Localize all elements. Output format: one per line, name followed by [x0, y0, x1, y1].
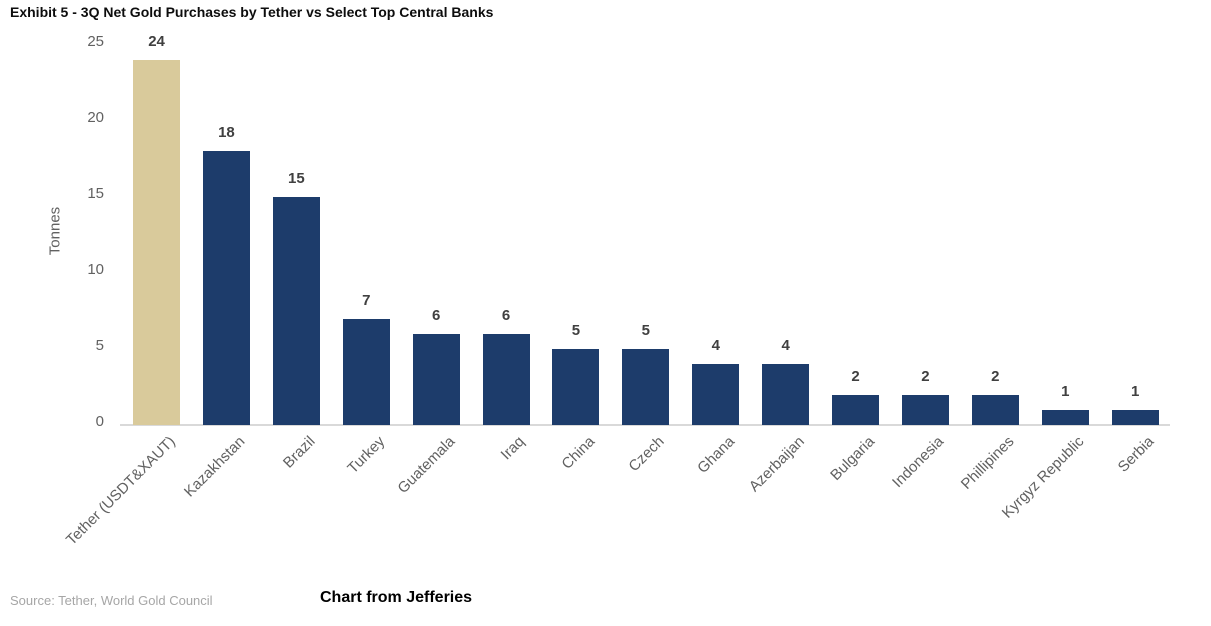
bar-turkey: [342, 318, 390, 425]
bar-iraq: [482, 333, 530, 425]
bar-value-label: 6: [431, 306, 441, 324]
bar-value-label: 24: [148, 33, 165, 51]
bar-serbia: [1111, 409, 1159, 425]
x-axis-tick-label: Azerbaijan: [745, 433, 808, 496]
x-axis-tick-label: Iraq: [497, 433, 529, 464]
bar-china: [552, 349, 600, 425]
bar-kazakhstan: [202, 151, 250, 425]
y-axis-tick-label: 15: [87, 184, 104, 202]
x-axis-tick-label: Phillipines: [957, 433, 1018, 493]
bar-tether-usdt-xaut: [133, 60, 181, 425]
bar-value-label: 2: [851, 367, 860, 385]
bar-value-label: 6: [501, 306, 511, 324]
bar-kyrgyz-republic: [1041, 409, 1089, 425]
x-axis-line: [120, 424, 1170, 426]
bar-value-label: 4: [711, 337, 720, 355]
x-axis-tick-label: Indonesia: [889, 433, 948, 492]
bar-azerbaijan: [762, 364, 810, 425]
x-axis-tick-label: Tether (USDT&XAUT): [62, 433, 179, 549]
y-axis-tick-label: 25: [87, 32, 104, 50]
bar-value-label: 2: [921, 367, 930, 385]
source-note: Source: Tether, World Gold Council: [10, 593, 213, 608]
y-axis-tick-label: 0: [95, 412, 104, 430]
bar-value-label: 5: [571, 322, 581, 339]
x-axis-tick-label: Bulgaria: [826, 433, 878, 484]
chart-credit: Chart from Jefferies: [320, 589, 473, 606]
bar-bulgaria: [832, 394, 880, 425]
bar-indonesia: [901, 394, 949, 425]
bar-value-label: 15: [288, 170, 305, 187]
bar-czech: [622, 349, 670, 425]
x-axis-tick-label: Czech: [625, 433, 668, 476]
y-axis-tick-label: 10: [87, 260, 104, 278]
x-axis-tick-label: Kazakhstan: [181, 433, 249, 501]
x-axis-tick-label: Turkey: [344, 433, 389, 478]
bar-value-label: 18: [218, 124, 235, 142]
x-axis-tick-label: Brazil: [279, 433, 319, 472]
bar-phillipines: [971, 394, 1019, 425]
bar-value-label: 4: [781, 337, 790, 355]
bar-value-label: 2: [991, 367, 1000, 385]
x-axis-tick-label: Serbia: [1114, 433, 1158, 476]
bar-brazil: [272, 197, 320, 425]
y-axis-tick-label: 20: [87, 108, 104, 126]
bar-value-label: 5: [641, 322, 651, 339]
x-axis-tick-label: Ghana: [693, 433, 738, 477]
y-axis-tick-label: 5: [95, 336, 104, 354]
x-axis-tick-label: China: [558, 433, 598, 473]
bar-value-label: 1: [1130, 382, 1140, 400]
bar-ghana: [692, 364, 740, 425]
chart-title: Exhibit 5 - 3Q Net Gold Purchases by Tet…: [10, 4, 494, 20]
x-axis-tick-label: Guatemala: [394, 433, 459, 497]
bar-guatemala: [412, 333, 460, 425]
bar-value-label: 1: [1061, 382, 1070, 400]
bar-value-label: 7: [362, 291, 371, 309]
